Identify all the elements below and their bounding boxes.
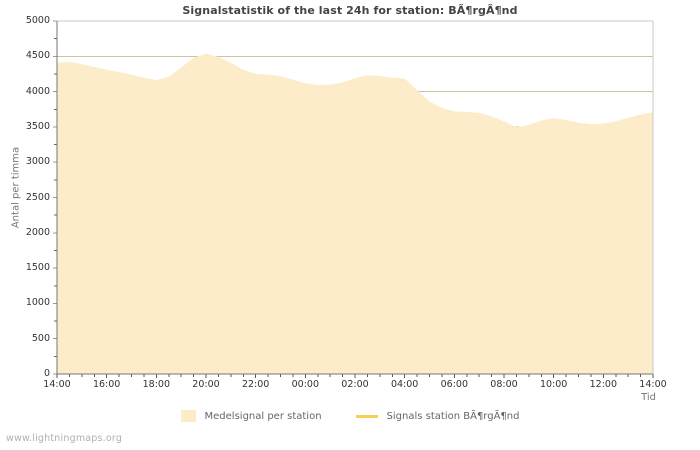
y-tick-label: 2500 [25,191,50,203]
series-line-signals [56,53,654,129]
x-axis-label: Tid [641,392,656,403]
x-tick-label: 14:00 [639,379,667,390]
x-tick-label: 02:00 [341,379,369,390]
plot-frame [56,20,654,375]
x-tick-label: 12:00 [589,379,618,390]
y-tick-label: 5000 [25,15,50,26]
x-tick-label: 18:00 [142,379,171,390]
series-area-medelsignal [57,54,653,375]
legend-item-label: Medelsignal per station [204,410,322,422]
y-tick-label: 2000 [25,226,50,238]
legend-item-medelsignal[interactable]: Medelsignal per station [180,410,322,422]
legend-item-signals-station[interactable]: Signals station BÃ¶rgÃ¶nd [355,410,520,422]
x-tick-label: 06:00 [440,379,469,390]
x-tick-label: 10:00 [539,379,568,390]
y-tick-label: 1500 [25,262,50,274]
legend-area-swatch-icon [180,410,196,422]
y-tick-label: 0 [43,368,50,379]
x-tick-label: 16:00 [92,379,121,390]
y-tick-label: 4000 [25,85,50,97]
chart-title: Signalstatistik of the last 24h for stat… [182,4,518,17]
footer-attribution: www.lightningmaps.org [6,433,123,444]
y-tick-label: 1000 [25,297,50,309]
y-tick-label: 3000 [25,156,50,168]
chart-legend: Medelsignal per station Signals station … [0,410,700,422]
axis-ticks [56,374,654,378]
x-tick-label: 14:00 [43,379,71,390]
legend-item-label: Signals station BÃ¶rgÃ¶nd [386,410,520,422]
x-tick-label: 00:00 [291,379,320,390]
y-tick-label: 3500 [25,120,50,132]
y-tick-label: 4500 [25,50,50,62]
legend-line-icon [355,414,378,418]
y-tick-label: 500 [31,332,50,344]
x-tick-label: 22:00 [241,379,270,390]
x-tick-label: 20:00 [192,379,220,390]
x-tick-label: 08:00 [490,379,518,390]
x-tick-label: 04:00 [390,379,419,390]
